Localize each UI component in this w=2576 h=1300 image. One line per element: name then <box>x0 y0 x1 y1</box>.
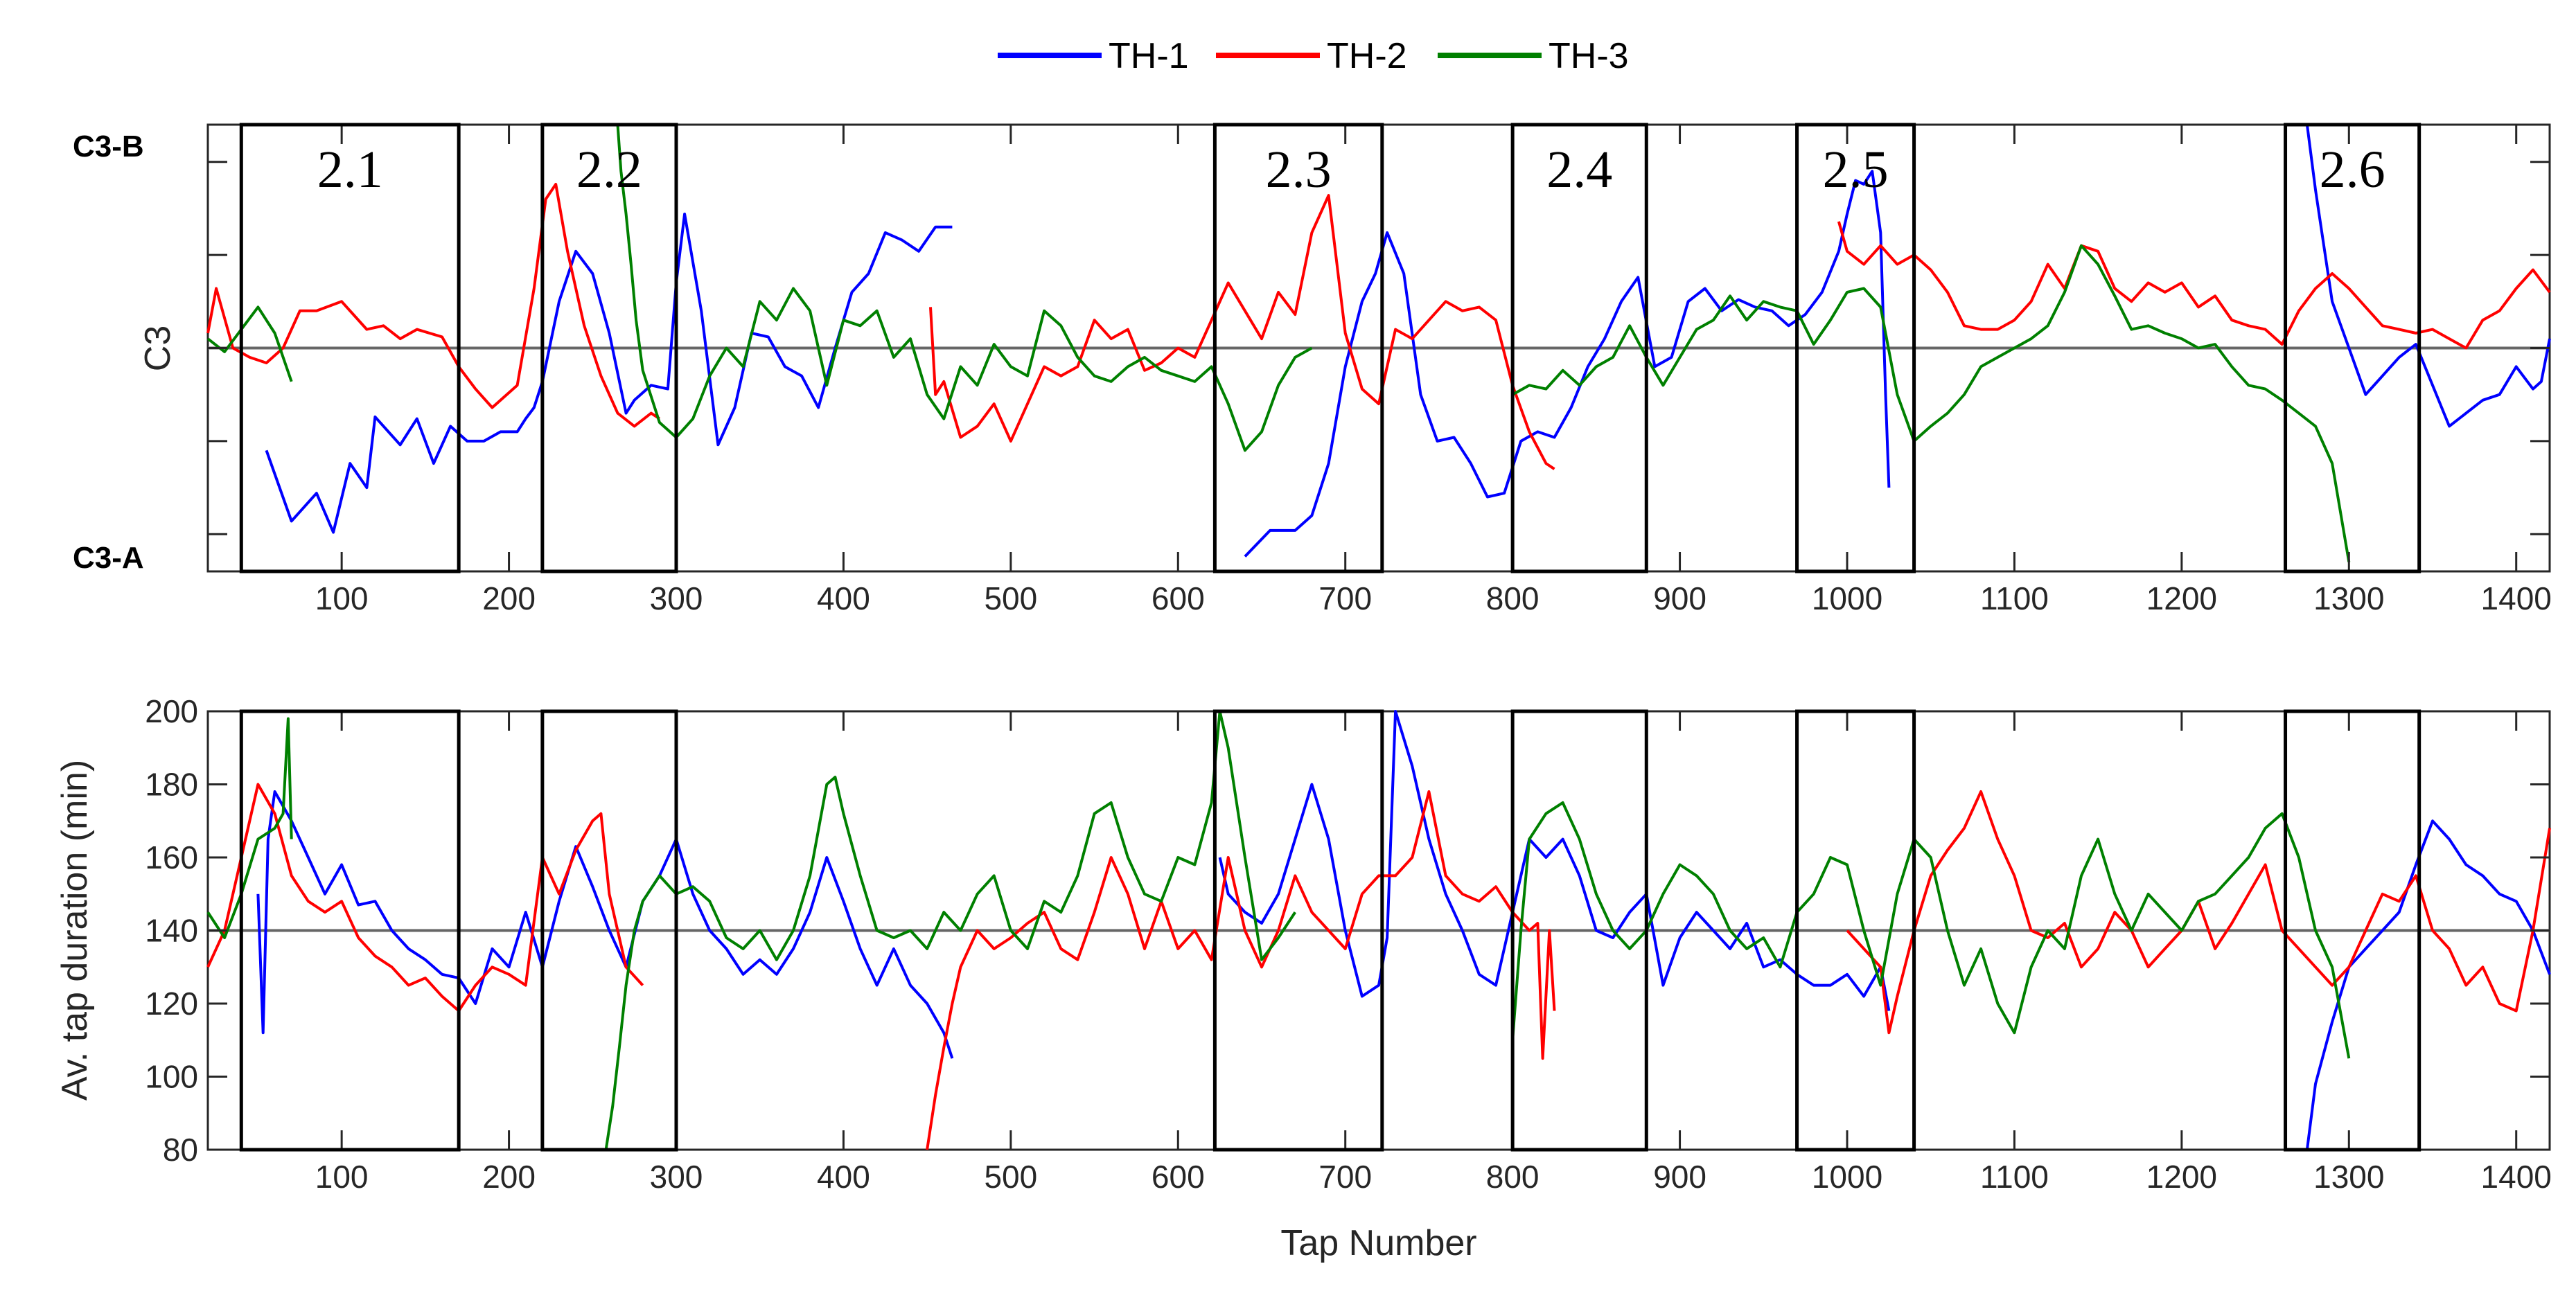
bottom-xtick-label: 300 <box>650 1159 703 1195</box>
bottom-series-group <box>206 710 2551 1150</box>
bottom-period-box-2-1 <box>239 709 461 1152</box>
legend-label-th1: TH-1 <box>1109 36 1189 76</box>
top-period-box-2-3 <box>1212 123 1384 573</box>
bottom-series-th-3-8 <box>1511 801 2351 1059</box>
top-panel-category-top: C3-B <box>73 130 144 163</box>
period-box-label-2-5: 2.5 <box>1823 141 1889 199</box>
top-series-th-1-1 <box>1244 170 1891 558</box>
bottom-xtick-label: 100 <box>315 1159 369 1195</box>
top-series-th-3-6 <box>206 305 293 382</box>
bottom-xtick-label: 200 <box>482 1159 536 1195</box>
top-xtick-label: 100 <box>315 580 369 616</box>
top-xtick-label: 1200 <box>2146 580 2217 616</box>
bottom-boxes-group <box>239 709 2421 1152</box>
top-xtick-label: 600 <box>1152 580 1205 616</box>
bottom-xtick-label: 1400 <box>2481 1159 2552 1195</box>
top-period-box-2-6 <box>2284 123 2421 573</box>
bottom-xtick-label: 800 <box>1486 1159 1540 1195</box>
top-xtick-label: 1300 <box>2313 580 2384 616</box>
top-series-th-1-2 <box>2305 124 2551 428</box>
bottom-ytick-label: 180 <box>145 767 198 803</box>
legend-label-th3: TH-3 <box>1549 36 1629 76</box>
bottom-series-th-2-3 <box>206 783 644 1013</box>
top-series-th-3-7 <box>616 124 1313 452</box>
bottom-series-th-1-0 <box>256 790 954 1059</box>
period-box-label-2-4: 2.4 <box>1546 141 1612 199</box>
bottom-xtick-label: 900 <box>1653 1159 1706 1195</box>
bottom-ytick-label: 80 <box>163 1132 198 1168</box>
bottom-panel-ylabel: Av. tap duration (min) <box>55 760 95 1101</box>
bottom-ytick-label: 120 <box>145 986 198 1022</box>
top-boxes-group: 2.1 2.2 2.3 2.4 2.5 2.6 <box>239 123 2421 573</box>
top-panel-category-bottom: C3-A <box>73 541 144 575</box>
top-period-box-2-4 <box>1510 123 1648 573</box>
top-xtick-label: 200 <box>482 580 536 616</box>
top-panel-ylabel: C3 <box>138 326 178 371</box>
top-xtick-label: 300 <box>650 580 703 616</box>
top-series-th-2-3 <box>206 183 661 428</box>
bottom-period-box-2-6 <box>2284 709 2421 1152</box>
bottom-xtick-label: 1000 <box>1812 1159 1882 1195</box>
top-period-box-2-1 <box>239 123 461 573</box>
bottom-period-box-2-3 <box>1212 709 1384 1152</box>
period-box-label-2-3: 2.3 <box>1266 141 1332 199</box>
bottom-xtick-label: 1100 <box>1980 1159 2049 1195</box>
bottom-ytick-label: 200 <box>145 693 198 729</box>
legend-label-th2: TH-2 <box>1327 36 1407 76</box>
top-series-th-2-4 <box>929 194 1555 470</box>
bottom-period-box-2-2 <box>540 709 678 1152</box>
legend: TH-1 TH-2 TH-3 <box>998 36 1629 76</box>
top-xtick-label: 1000 <box>1812 580 1882 616</box>
period-box-label-2-1: 2.1 <box>317 141 383 199</box>
top-series-th-2-5 <box>1837 221 2551 350</box>
bottom-series-th-1-1 <box>1218 710 1891 1011</box>
bottom-xtick-label: 1200 <box>2146 1159 2217 1195</box>
bottom-series-th-1-2 <box>2305 819 2551 1150</box>
bottom-period-box-2-4 <box>1510 709 1648 1152</box>
bottom-ytick-label: 100 <box>145 1059 198 1095</box>
bottom-series-th-3-6 <box>206 717 293 939</box>
top-xtick-label: 1400 <box>2481 580 2552 616</box>
top-xtick-label: 900 <box>1653 580 1706 616</box>
period-box-label-2-6: 2.6 <box>2320 141 2385 199</box>
bottom-period-box-2-5 <box>1795 709 1916 1152</box>
top-xtick-label: 800 <box>1486 580 1540 616</box>
top-xtick-label: 500 <box>984 580 1037 616</box>
top-xtick-label: 1100 <box>1980 580 2049 616</box>
top-xtick-label: 400 <box>817 580 870 616</box>
bottom-ytick-label: 140 <box>145 913 198 949</box>
top-panel: 100 200 300 400 500 600 700 800 900 1000 1100 1200 1… <box>73 123 2552 616</box>
top-ticks-group: 100 200 300 400 500 600 700 800 900 1000 1100 1200 1… <box>208 125 2552 616</box>
bottom-ticks-group: 100 200 300 400 500 600 700 800 900 1000 1100 1200 1… <box>145 693 2552 1195</box>
bottom-xtick-label: 400 <box>817 1159 870 1195</box>
x-axis-title: Tap Number <box>1280 1223 1476 1263</box>
bottom-xtick-label: 700 <box>1318 1159 1372 1195</box>
bottom-series-th-2-4 <box>926 790 1556 1150</box>
period-box-label-2-2: 2.2 <box>576 141 642 199</box>
bottom-panel: 100 200 300 400 500 600 700 800 900 1000 1100 1200 1… <box>55 693 2552 1195</box>
top-period-box-2-2 <box>540 123 678 573</box>
bottom-xtick-label: 600 <box>1152 1159 1205 1195</box>
bottom-ytick-label: 160 <box>145 839 198 875</box>
top-period-box-2-5 <box>1795 123 1916 573</box>
bottom-xtick-label: 500 <box>984 1159 1037 1195</box>
top-series-th-3-8 <box>1512 244 2351 562</box>
top-xtick-label: 700 <box>1318 580 1372 616</box>
top-series-group <box>206 124 2551 562</box>
bottom-series-th-3-7 <box>604 710 1296 1150</box>
bottom-xtick-label: 1300 <box>2313 1159 2384 1195</box>
